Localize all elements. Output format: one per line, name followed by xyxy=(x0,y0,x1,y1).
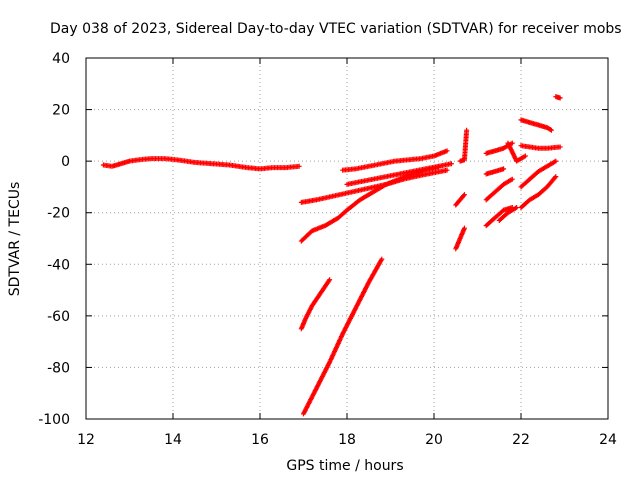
series-arc-7 xyxy=(340,148,450,173)
series-arc-10 xyxy=(457,127,470,164)
x-tick-label: 20 xyxy=(425,432,443,448)
data-point xyxy=(548,127,554,133)
data-point xyxy=(509,176,515,182)
x-tick-label: 12 xyxy=(77,432,95,448)
y-tick-labels: -100 -80 -60 -40 -20 0 20 40 xyxy=(38,51,70,428)
series-arc-15 xyxy=(505,140,528,164)
data-point xyxy=(509,140,515,146)
data-point xyxy=(327,277,333,283)
series-arc-18 xyxy=(518,158,559,190)
axis-ticks xyxy=(85,57,609,420)
series-arc-20 xyxy=(518,117,554,133)
x-tick-label: 24 xyxy=(599,432,617,448)
data-point xyxy=(557,95,563,101)
data-point xyxy=(553,174,559,180)
series-arc-8 xyxy=(453,225,467,252)
y-tick-label: 20 xyxy=(52,103,70,119)
series-arc-11 xyxy=(483,205,515,229)
data-point xyxy=(557,144,563,150)
y-tick-label: -20 xyxy=(47,206,70,222)
x-tick-label: 14 xyxy=(164,432,182,448)
data-point xyxy=(464,127,470,133)
data-point xyxy=(461,193,467,199)
data-point xyxy=(501,166,507,172)
series-arc-12 xyxy=(483,176,515,203)
x-axis-label: GPS time / hours xyxy=(286,458,403,474)
x-tick-labels: 12 14 16 18 20 22 24 xyxy=(77,432,617,448)
series-arc-5 xyxy=(298,167,450,205)
x-tick-label: 22 xyxy=(512,432,530,448)
series-arc-2 xyxy=(301,256,385,417)
data-point xyxy=(444,167,450,173)
chart-title: Day 038 of 2023, Sidereal Day-to-day VTE… xyxy=(50,21,622,37)
series-arc-21 xyxy=(553,94,563,101)
series-arc-17 xyxy=(518,174,559,211)
y-tick-label: -40 xyxy=(47,257,70,273)
series-arc-3 xyxy=(298,277,333,332)
y-tick-label: 40 xyxy=(52,51,70,67)
data-point xyxy=(461,225,467,231)
data-marks xyxy=(100,94,563,417)
x-tick-label: 18 xyxy=(338,432,356,448)
y-tick-label: 0 xyxy=(61,154,70,170)
series-arc-13 xyxy=(483,166,507,177)
y-tick-label: -80 xyxy=(47,360,70,376)
data-point xyxy=(444,148,450,154)
data-point xyxy=(461,192,467,198)
data-point xyxy=(522,153,528,159)
data-point xyxy=(514,205,520,211)
x-tick-label: 16 xyxy=(251,432,269,448)
series-arc-9 xyxy=(453,192,467,208)
y-tick-label: -60 xyxy=(47,309,70,325)
data-point xyxy=(553,158,559,164)
grid xyxy=(86,58,608,419)
data-point xyxy=(448,161,454,167)
y-axis-label: SDTVAR / TECUs xyxy=(7,182,23,297)
series-arc-16 xyxy=(496,205,520,223)
series-arc-19 xyxy=(518,143,563,151)
y-tick-label: -100 xyxy=(38,412,70,428)
series-arc-1 xyxy=(100,156,302,172)
data-point xyxy=(379,256,385,262)
data-point xyxy=(296,163,302,169)
series-arc-6 xyxy=(344,161,454,187)
